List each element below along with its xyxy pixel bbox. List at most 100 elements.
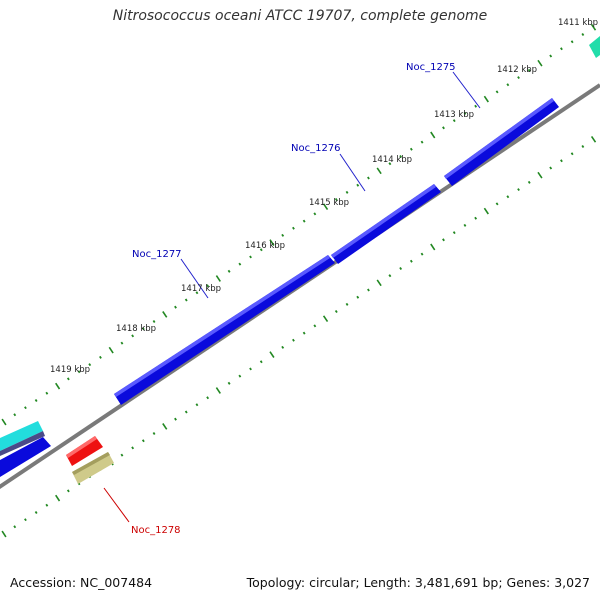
minor-tick	[495, 90, 499, 94]
minor-tick	[227, 269, 231, 273]
inner-tick-track	[1, 135, 597, 538]
minor-tick	[463, 111, 467, 115]
minor-tick	[313, 212, 317, 216]
gene-label-noc-1278: Noc_1278	[131, 525, 181, 536]
minor-tick	[259, 248, 263, 252]
minor-tick	[281, 233, 285, 237]
minor-tick	[152, 432, 156, 435]
minor-tick	[474, 216, 478, 220]
minor-tick	[238, 262, 242, 266]
minor-tick	[238, 374, 242, 378]
gene-noc-1278[interactable]	[66, 436, 103, 466]
minor-tick	[88, 363, 92, 367]
gene-left-cyan[interactable]	[0, 421, 45, 456]
gene-noc-1275[interactable]	[444, 98, 559, 186]
major-tick	[55, 382, 61, 390]
minor-tick	[527, 180, 531, 184]
major-tick	[269, 239, 275, 246]
minor-tick	[409, 147, 413, 151]
minor-tick	[292, 226, 295, 230]
minor-tick	[356, 295, 360, 299]
minor-tick	[581, 33, 585, 36]
minor-tick	[259, 360, 263, 364]
minor-tick	[249, 255, 252, 259]
minor-tick	[474, 104, 478, 108]
minor-tick	[409, 259, 413, 263]
minor-tick	[120, 341, 124, 345]
minor-tick	[399, 155, 403, 158]
minor-tick	[506, 195, 510, 199]
minor-tick	[334, 197, 338, 202]
major-tick	[376, 279, 382, 287]
minor-tick	[345, 302, 349, 306]
major-tick	[483, 95, 489, 103]
tick-label: 1416 kbp	[245, 241, 285, 251]
tick-label: 1415 kbp	[309, 198, 349, 208]
major-tick	[590, 135, 597, 143]
minor-tick	[356, 183, 360, 187]
tick-label: 1418 kbp	[116, 324, 156, 334]
gene-top-right-teal[interactable]	[589, 36, 600, 58]
major-tick	[537, 59, 543, 67]
minor-tick	[517, 76, 520, 80]
minor-tick	[120, 453, 124, 457]
minor-tick	[334, 309, 338, 314]
minor-tick	[302, 219, 306, 223]
gene-left-blue[interactable]	[0, 437, 51, 477]
feature-olive[interactable]	[72, 452, 114, 484]
major-tick	[55, 494, 61, 502]
gene-label-noc-1275: Noc_1275	[406, 62, 456, 73]
minor-tick	[517, 188, 520, 192]
tick-label: 1413 kbp	[434, 110, 474, 120]
minor-tick	[549, 54, 553, 58]
minor-tick	[463, 223, 467, 227]
gene-label-noc-1276: Noc_1276	[291, 143, 341, 154]
major-tick	[1, 418, 7, 426]
minor-tick	[570, 152, 574, 156]
gene-noc-1276[interactable]	[331, 184, 441, 264]
minor-tick	[13, 525, 17, 529]
minor-tick	[195, 403, 199, 407]
minor-tick	[77, 370, 81, 374]
major-tick	[376, 167, 382, 175]
minor-tick	[581, 145, 585, 148]
minor-tick	[184, 298, 188, 302]
major-tick	[483, 207, 489, 215]
minor-tick	[13, 413, 17, 417]
minor-tick	[388, 274, 392, 278]
leader-noc-1278	[103, 487, 130, 523]
minor-tick	[367, 176, 370, 180]
minor-tick	[570, 40, 574, 44]
major-tick	[322, 203, 329, 211]
accession-text: Accession: NC_007484	[10, 575, 153, 590]
minor-tick	[292, 338, 295, 342]
minor-tick	[66, 489, 70, 493]
minor-tick	[452, 231, 456, 235]
gene-noc-1277[interactable]	[114, 255, 335, 405]
minor-tick	[174, 305, 177, 309]
minor-tick	[24, 406, 27, 410]
minor-tick	[152, 320, 156, 323]
minor-tick	[131, 334, 135, 338]
major-tick	[322, 315, 329, 323]
leader-noc-1276	[339, 153, 366, 192]
minor-tick	[281, 345, 285, 349]
minor-tick	[345, 190, 349, 194]
minor-tick	[184, 410, 188, 414]
minor-tick	[141, 327, 145, 331]
minor-tick	[420, 140, 424, 144]
minor-tick	[452, 119, 456, 123]
minor-tick	[206, 396, 210, 400]
minor-tick	[141, 439, 145, 443]
major-tick	[430, 131, 436, 139]
tick-label: 1414 kbp	[372, 155, 412, 165]
minor-tick	[420, 252, 424, 256]
major-tick	[537, 171, 543, 179]
major-tick	[162, 423, 168, 430]
minor-tick	[45, 503, 49, 507]
major-tick	[430, 243, 436, 251]
map-title: Nitrosococcus oceani ATCC 19707, complet…	[112, 8, 488, 24]
leader-noc-1277	[180, 258, 209, 299]
minor-tick	[399, 267, 403, 270]
minor-tick	[313, 324, 317, 328]
